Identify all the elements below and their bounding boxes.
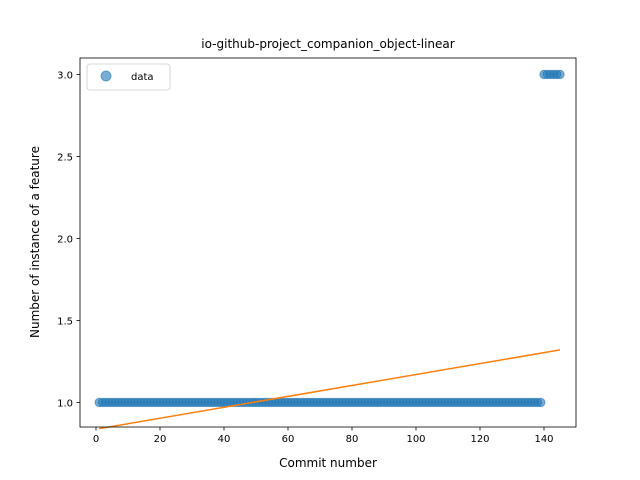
y-tick-label: 2.0 <box>57 234 73 245</box>
legend-marker-data <box>100 70 112 82</box>
x-tick-label: 80 <box>346 434 359 445</box>
x-tick-label: 20 <box>154 434 167 445</box>
legend-box <box>86 63 171 91</box>
plot-frame <box>79 57 577 428</box>
fit-line <box>99 349 561 430</box>
legend-label-data: data <box>131 72 154 83</box>
x-axis-label: Commit number <box>279 456 377 470</box>
x-tick-label: 120 <box>470 434 489 445</box>
plot-area <box>80 58 576 427</box>
y-axis-ticks: 1.0 1.5 2.0 2.5 3.0 <box>57 70 80 409</box>
x-axis-ticks: 0 20 40 60 80 100 120 140 <box>93 427 554 445</box>
y-tick-label: 2.5 <box>57 152 73 163</box>
chart-marks <box>94 69 565 430</box>
y-tick-label: 3.0 <box>57 70 73 81</box>
x-tick-label: 140 <box>534 434 553 445</box>
x-tick-label: 100 <box>406 434 425 445</box>
y-tick-label: 1.5 <box>57 316 73 327</box>
data-point <box>536 397 546 408</box>
legend: data <box>86 63 171 91</box>
chart-title: io-github-project_companion_object-linea… <box>201 37 454 51</box>
x-tick-label: 0 <box>93 434 99 445</box>
data-point <box>555 69 565 80</box>
x-tick-label: 40 <box>218 434 231 445</box>
y-tick-label: 1.0 <box>57 398 73 409</box>
x-tick-label: 60 <box>282 434 295 445</box>
y-axis-label: Number of instance of a feature <box>28 146 42 338</box>
